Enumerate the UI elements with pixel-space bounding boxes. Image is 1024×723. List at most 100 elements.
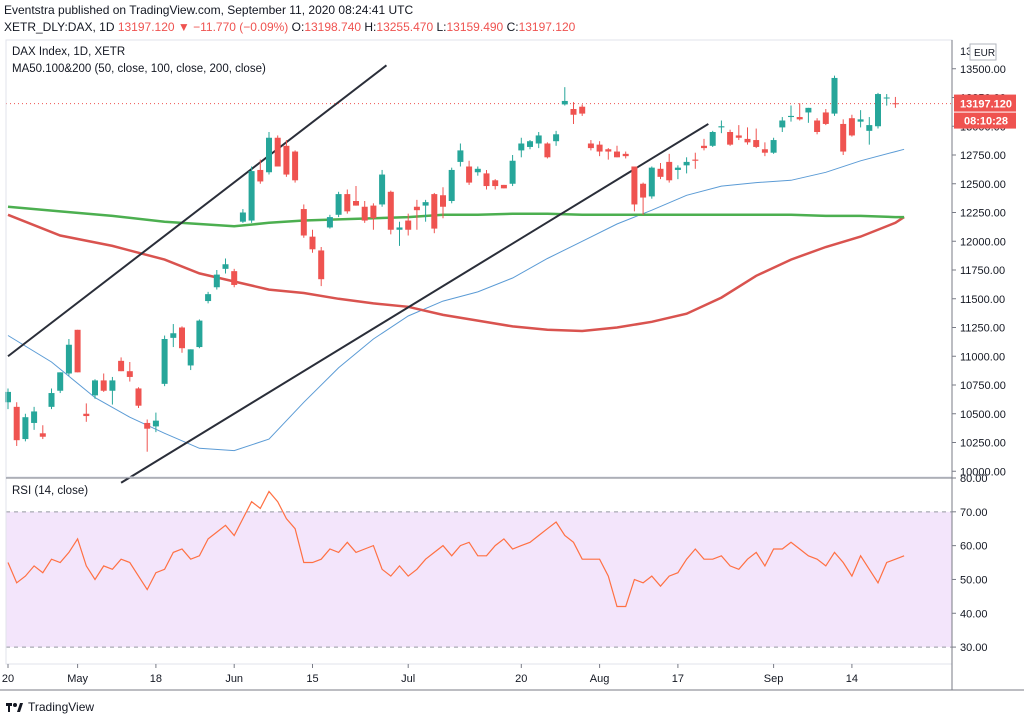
candle-body	[831, 77, 838, 114]
candle-body	[744, 138, 751, 143]
candle-body	[779, 120, 786, 128]
candle-body	[239, 212, 246, 222]
price-tick-label: 11250.00	[960, 323, 1005, 335]
time-tick-label: May	[67, 673, 88, 685]
rsi-line	[7, 490, 905, 608]
footer-brand-text: TradingView	[28, 700, 95, 714]
price-tick-label: 10750.00	[960, 380, 1006, 392]
publisher-line: Eventstra published on TradingView.com, …	[4, 3, 413, 17]
time-tick-label: 20	[2, 673, 14, 685]
candle-body	[335, 194, 342, 215]
candle-body	[631, 166, 638, 205]
candle-body	[544, 143, 551, 158]
candle-body	[527, 141, 533, 147]
price-tick-label: 10500.00	[960, 409, 1006, 421]
candle-body	[353, 201, 359, 206]
rsi-tick-label: 40.00	[960, 608, 988, 620]
candle-body	[179, 327, 185, 349]
candle-body	[727, 132, 734, 145]
chart-canvas[interactable]: 10000.00 10250.00 10500.00 10750.00 11000.00…	[0, 0, 1024, 700]
candle-body	[187, 349, 194, 366]
candle-body	[309, 236, 316, 250]
axes: 10000.00 10250.00 10500.00 10750.00 11000.00…	[0, 39, 1024, 691]
candle-body	[65, 344, 72, 374]
candle-body	[605, 149, 612, 152]
countdown-badge	[954, 112, 1016, 129]
price-tick-label: 12000.00	[960, 236, 1006, 248]
moving-average-ma200	[7, 205, 905, 228]
candle-body	[840, 123, 847, 152]
candle-body	[31, 411, 38, 423]
candle-body	[657, 168, 664, 177]
publisher-text: Eventstra published on TradingView.com, …	[4, 3, 414, 17]
time-tick-label: Aug	[590, 673, 610, 685]
candle-body	[422, 202, 429, 206]
candle-body	[466, 166, 473, 183]
candle-body	[379, 174, 386, 205]
candle-body	[822, 112, 829, 124]
candle-body	[405, 220, 412, 230]
candle-body	[196, 320, 203, 348]
candle-body	[5, 391, 11, 403]
time-tick-label: 15	[306, 673, 318, 685]
candle-body	[344, 194, 351, 212]
trendline-1	[7, 64, 388, 358]
candle-body	[300, 209, 307, 236]
time-tick-label: 18	[150, 673, 162, 685]
candle-body	[144, 422, 151, 429]
candle-body	[692, 159, 699, 161]
candle-body	[770, 140, 777, 153]
candle-body	[100, 380, 107, 391]
candle-body	[883, 97, 890, 99]
candle-body	[674, 167, 681, 170]
rsi-tick-label: 50.00	[960, 574, 988, 586]
rsi-tick-label: 70.00	[960, 507, 988, 519]
candle-body	[614, 151, 620, 158]
price-tick-label: 13	[960, 46, 972, 58]
tradingview-logo-icon	[6, 703, 23, 712]
candle-body	[570, 109, 577, 115]
candle-body	[718, 126, 725, 128]
candle-body	[387, 191, 394, 230]
candle-body	[231, 271, 238, 285]
candle-body	[431, 194, 438, 229]
candle-body	[135, 388, 142, 406]
candle-body	[118, 360, 125, 372]
candle-body	[370, 205, 377, 219]
trendline-2	[120, 123, 709, 484]
candle-body	[596, 144, 603, 152]
price-tick-label: 11750.00	[960, 265, 1005, 277]
candle-body	[518, 143, 525, 151]
candle-body	[457, 150, 464, 162]
candle-body	[57, 372, 64, 391]
price-tick-label: 10250.00	[960, 438, 1006, 450]
candle-body	[796, 117, 803, 120]
footer-brand[interactable]: TradingView	[6, 700, 94, 714]
candle-body	[205, 294, 212, 302]
candle-body	[318, 250, 325, 280]
rsi-legend: RSI (14, close)	[12, 485, 89, 497]
candle-body	[735, 135, 742, 138]
rsi-tick-label: 30.00	[960, 642, 988, 654]
candle-body	[292, 151, 299, 181]
currency-label: EUR	[974, 48, 995, 59]
price-frame	[5, 39, 953, 478]
instrument-legend: DAX Index, 1D, XETR	[12, 46, 126, 58]
time-tick-label: Jul	[401, 673, 415, 685]
time-tick-label: Sep	[764, 673, 784, 685]
close-value: 13197.120	[518, 20, 576, 34]
candle-body	[587, 143, 594, 149]
rsi-tick-label: 60.00	[960, 541, 988, 553]
price-tick-label: 11000.00	[960, 351, 1005, 363]
candle-body	[579, 106, 586, 114]
currency-badge	[969, 43, 997, 61]
candle-body	[22, 417, 29, 440]
time-tick-label: 14	[846, 673, 858, 685]
candle-body	[848, 118, 855, 136]
candle-body	[213, 274, 220, 288]
countdown-badge-text: 08:10:28	[964, 116, 1008, 128]
candle-body	[561, 100, 568, 105]
change-text: ▼ −11.770 (−0.09%)	[177, 20, 289, 34]
candle-body	[152, 420, 159, 427]
moving-average-ma100	[7, 213, 905, 333]
